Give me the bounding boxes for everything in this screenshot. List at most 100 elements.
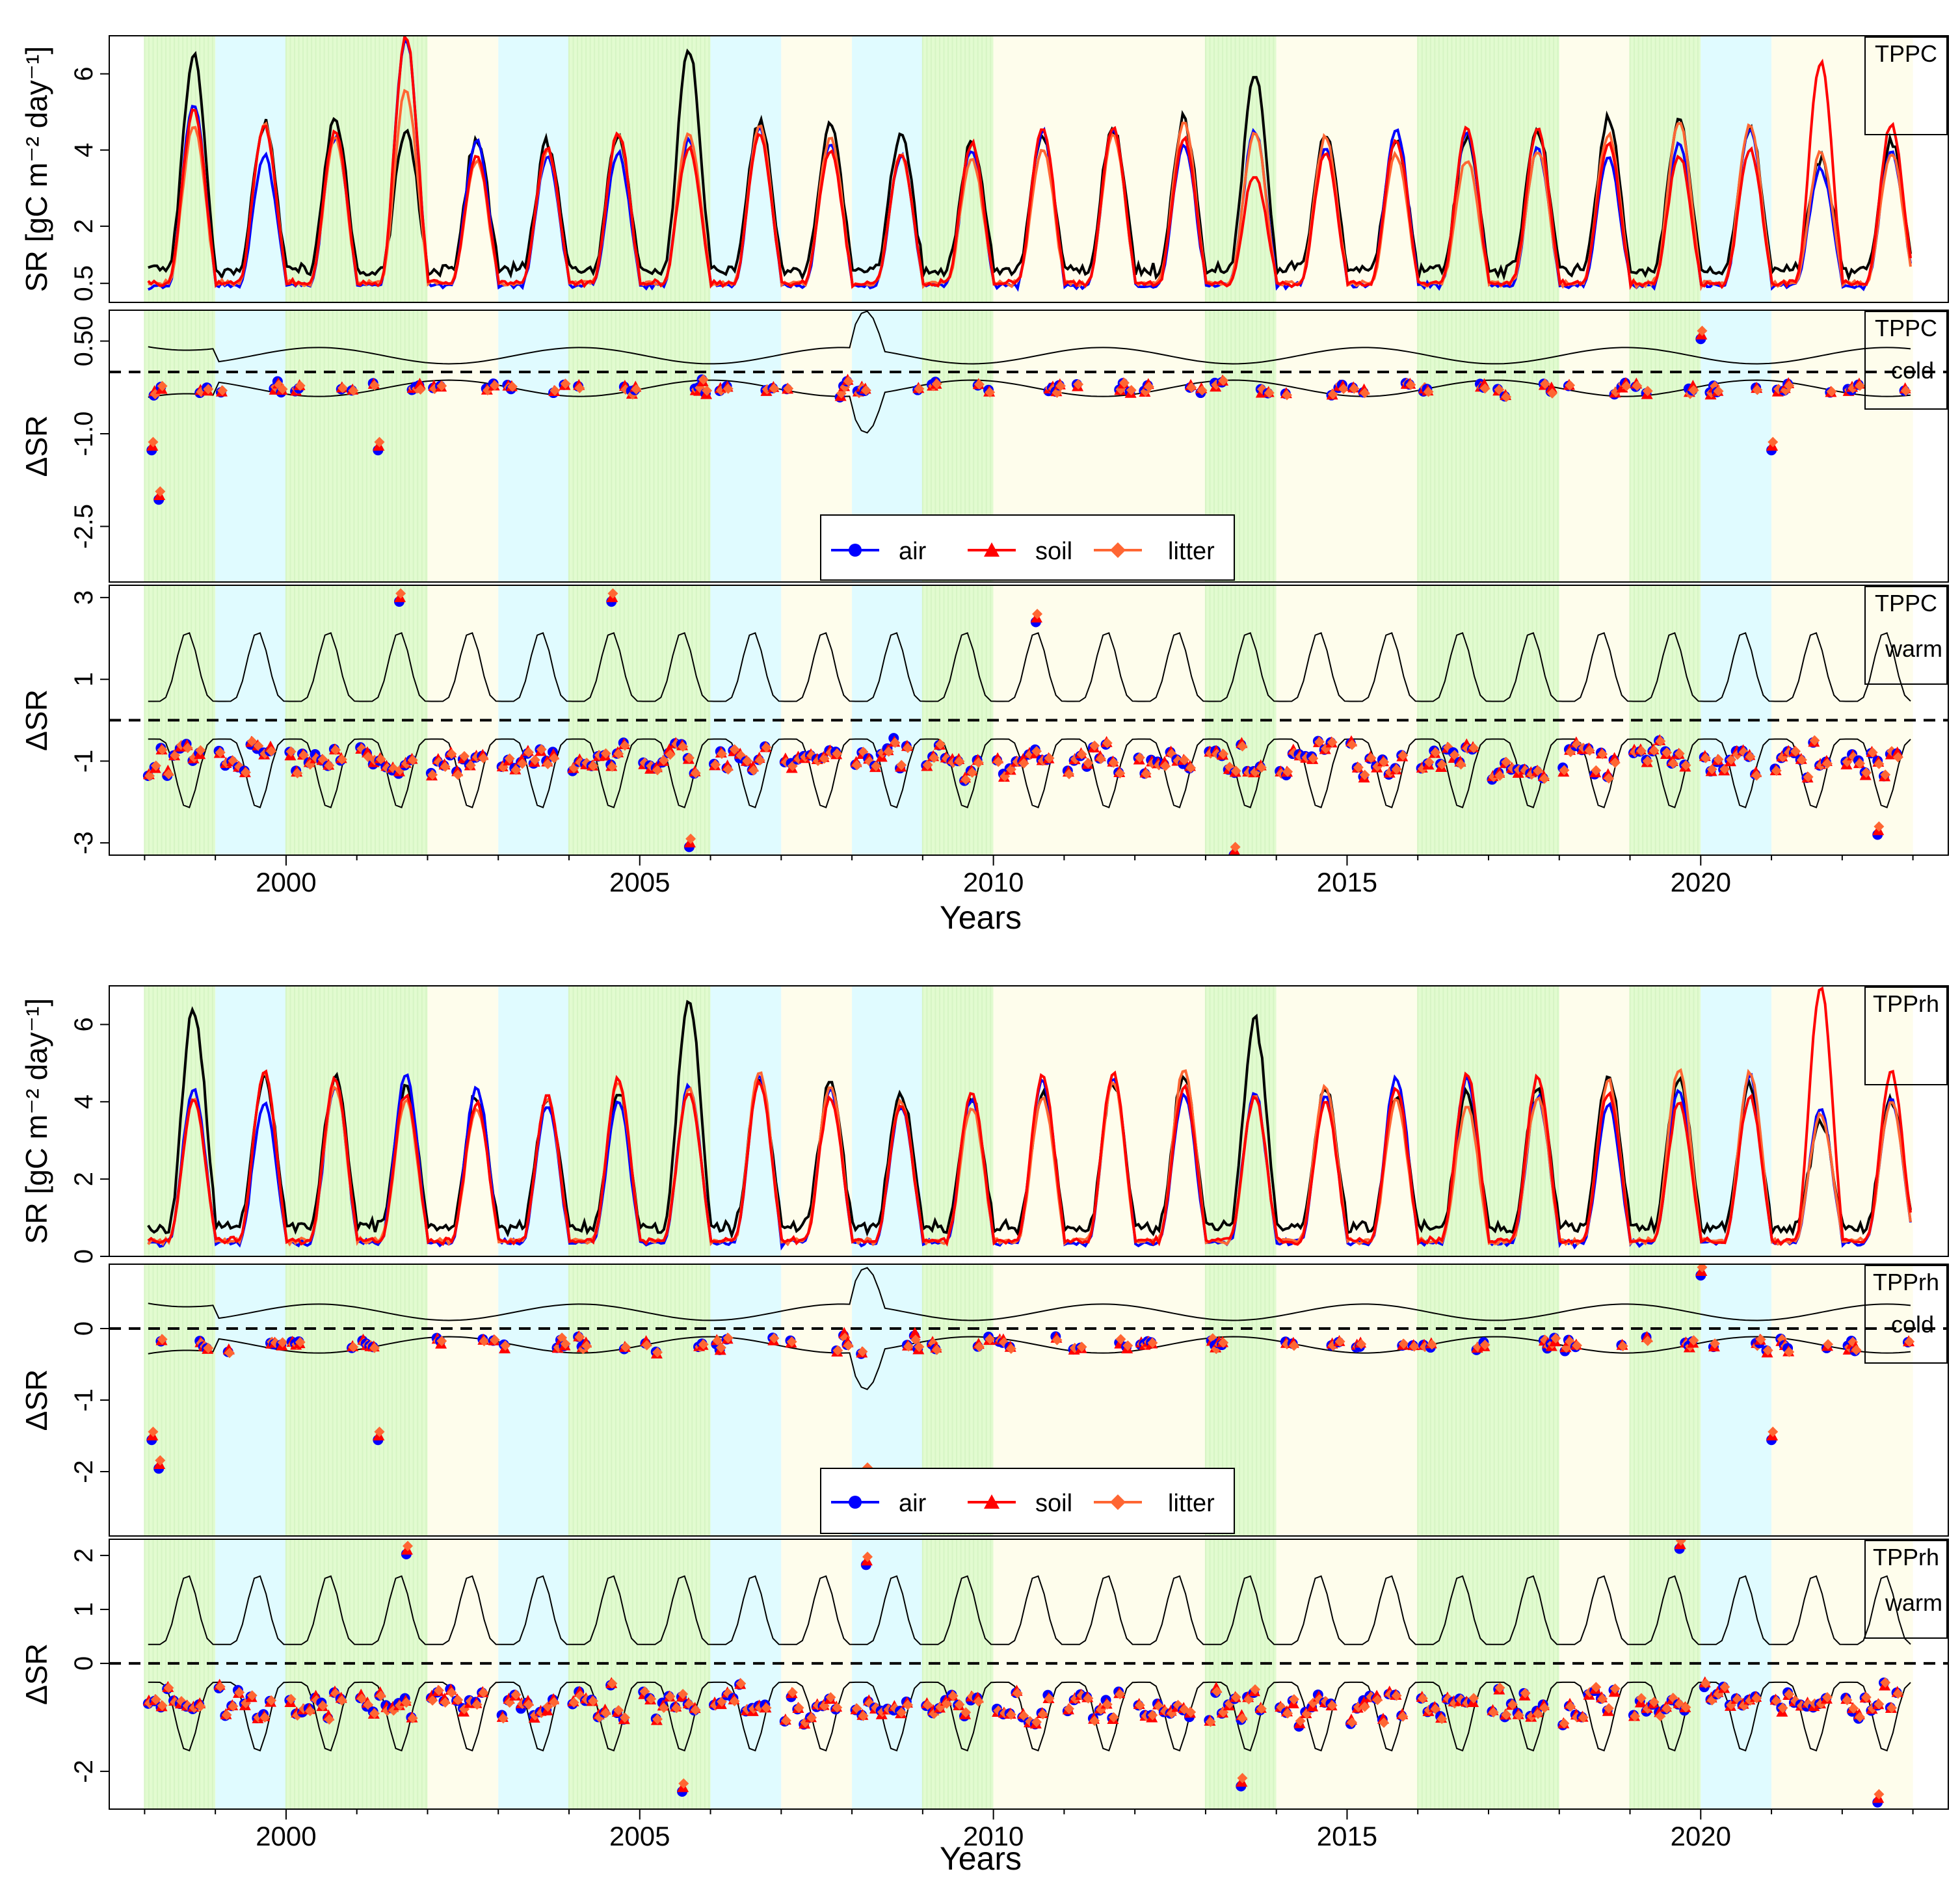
point-litter xyxy=(1559,1718,1570,1729)
point-litter xyxy=(549,752,560,763)
season-band xyxy=(1205,1539,1277,1809)
point-litter xyxy=(1083,1693,1094,1704)
season-band xyxy=(710,310,782,582)
point-litter xyxy=(1823,1339,1834,1350)
point-litter xyxy=(1762,1345,1773,1356)
point-litter xyxy=(336,754,347,765)
point-litter xyxy=(769,383,780,394)
season-band xyxy=(781,1539,853,1809)
y-tick-label: -2 xyxy=(70,1760,98,1783)
season-band xyxy=(1276,1264,1418,1536)
point-litter xyxy=(1892,1688,1903,1699)
season-band xyxy=(427,1539,499,1809)
point-litter xyxy=(665,749,676,760)
point-litter xyxy=(652,765,663,776)
point-litter xyxy=(678,741,689,752)
point-litter xyxy=(1880,1677,1891,1688)
point-litter xyxy=(1751,770,1762,781)
point-litter xyxy=(1031,1717,1042,1728)
season-band xyxy=(1418,36,1559,302)
point-litter xyxy=(1700,1678,1711,1689)
point-litter xyxy=(1861,767,1872,778)
point-litter xyxy=(292,767,303,778)
panel-title-box xyxy=(1864,1265,1948,1364)
point-soil xyxy=(908,1327,921,1338)
point-litter xyxy=(1095,753,1106,764)
point-litter xyxy=(1073,378,1084,390)
point-litter xyxy=(348,1342,359,1353)
point-litter xyxy=(1256,1703,1267,1714)
point-litter xyxy=(1591,765,1602,776)
point-litter xyxy=(523,1699,535,1710)
point-litter xyxy=(1230,841,1241,853)
season-band xyxy=(215,1539,286,1809)
point-litter xyxy=(825,1692,836,1703)
point-litter xyxy=(295,380,306,391)
point-litter xyxy=(903,743,914,754)
point-litter xyxy=(500,1340,511,1351)
season-band xyxy=(1771,1539,1913,1809)
point-litter xyxy=(631,384,642,395)
point-litter xyxy=(1539,773,1550,784)
season-band xyxy=(1771,986,1913,1256)
point-litter xyxy=(658,1702,669,1714)
point-litter xyxy=(1603,1702,1614,1714)
point-litter xyxy=(1755,1334,1766,1345)
point-litter xyxy=(1539,1702,1550,1714)
season-band xyxy=(922,1539,994,1809)
point-litter xyxy=(1710,1338,1721,1349)
point-litter xyxy=(851,760,862,771)
y-tick-label: 2 xyxy=(70,219,98,233)
point-litter xyxy=(793,1702,804,1714)
point-soil xyxy=(1545,381,1557,393)
season-band xyxy=(1771,1264,1913,1536)
point-litter xyxy=(1642,1335,1653,1346)
point-litter xyxy=(896,760,907,771)
point-litter xyxy=(973,1696,984,1707)
panel-B3: 2 1 0 -2 ΔSR TPPrh warm 2000 2005 2010 2015 2020 xyxy=(20,1539,1949,1851)
point-litter xyxy=(1288,1340,1299,1351)
point-litter xyxy=(754,755,765,766)
point-litter xyxy=(1719,763,1730,775)
point-soil xyxy=(414,377,426,389)
point-litter xyxy=(1688,1335,1699,1346)
point-litter xyxy=(550,385,561,396)
xlabel-top: Years xyxy=(940,899,1022,936)
point-litter xyxy=(407,1713,418,1724)
point-litter xyxy=(1565,380,1576,391)
point-litter xyxy=(215,1681,226,1692)
point-litter xyxy=(710,759,721,770)
point-litter xyxy=(716,748,727,760)
point-litter xyxy=(1282,766,1293,777)
point-litter xyxy=(722,764,734,775)
x-tick-label: 2000 xyxy=(256,867,316,897)
season-band xyxy=(215,1264,286,1536)
point-litter xyxy=(304,1706,315,1717)
point-litter xyxy=(671,1702,682,1714)
point-litter xyxy=(1501,391,1512,403)
y-tick-label: 1 xyxy=(70,1602,98,1617)
point-litter xyxy=(1886,1702,1897,1714)
point-litter xyxy=(1359,769,1370,780)
point-litter xyxy=(1880,769,1891,780)
point-litter xyxy=(712,1335,723,1346)
point-litter xyxy=(1713,754,1724,765)
x-tick-label: 2000 xyxy=(256,1821,316,1851)
point-litter xyxy=(1230,765,1241,776)
point-litter xyxy=(510,764,522,775)
panel-subtitle: cold xyxy=(1891,357,1934,384)
point-litter xyxy=(1102,1699,1113,1710)
point-litter xyxy=(1372,1695,1383,1706)
point-litter xyxy=(1777,1702,1788,1714)
point-litter xyxy=(1212,1686,1223,1697)
point-litter xyxy=(215,747,226,758)
point-litter xyxy=(1675,1539,1686,1546)
plot-frame xyxy=(109,35,1949,303)
point-litter xyxy=(285,1693,297,1704)
point-litter xyxy=(150,1694,161,1705)
season-band xyxy=(427,1264,499,1536)
point-litter xyxy=(896,1707,907,1718)
point-litter xyxy=(266,1695,277,1706)
point-litter xyxy=(497,1713,509,1724)
point-litter xyxy=(1353,762,1364,773)
